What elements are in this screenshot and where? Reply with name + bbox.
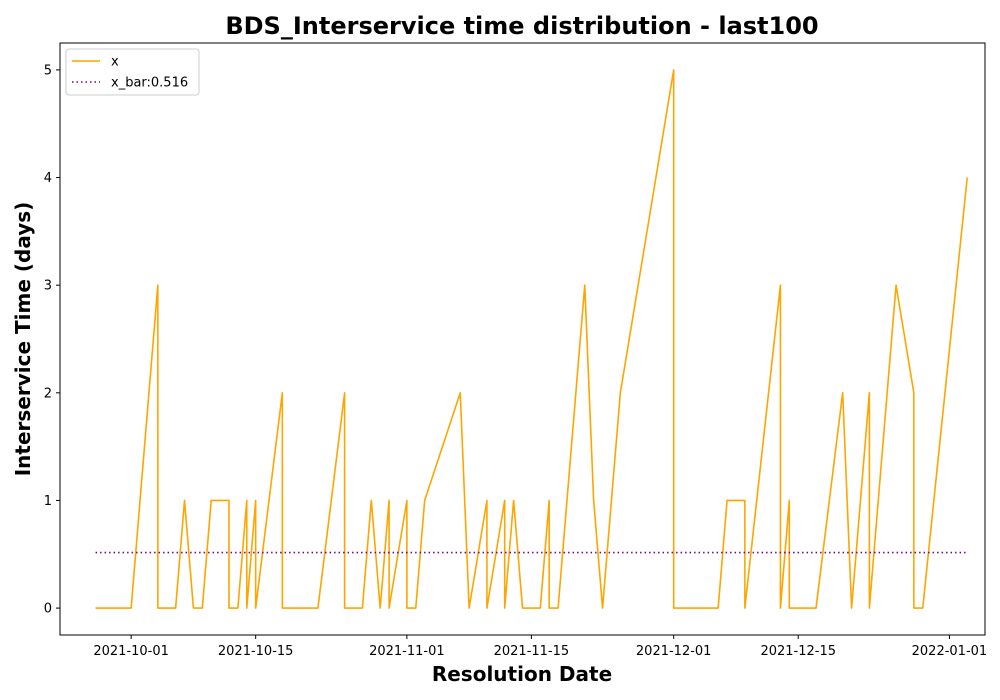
x-tick-label: 2021-10-01 (93, 644, 169, 659)
y-tick-label: 4 (44, 171, 52, 186)
x-tick-label: 2021-11-15 (494, 644, 570, 659)
y-tick-label: 2 (44, 386, 52, 401)
x-tick-label: 2021-12-15 (760, 644, 836, 659)
series-line-0 (95, 69, 969, 609)
x-tick-label: 2021-11-01 (369, 644, 445, 659)
legend-label-0: x (111, 55, 119, 70)
x-tick-label: 2021-12-01 (636, 644, 712, 659)
chart-title: BDS_Interservice time distribution - las… (225, 12, 818, 40)
y-tick-label: 0 (44, 602, 52, 617)
y-tick-label: 1 (44, 494, 52, 509)
x-tick-label: 2022-01-01 (912, 644, 988, 659)
plot-area (59, 42, 986, 636)
plot-border (59, 42, 986, 636)
x-tick-label: 2021-10-15 (218, 644, 294, 659)
x-axis-ticks: 2021-10-01 2021-10-15 2021-11-01 2021-11-15… (93, 635, 987, 659)
y-axis-ticks: 0 1 2 3 4 5 (44, 63, 60, 617)
series-layer (95, 69, 969, 609)
y-axis-label: Interservice Time (days) (11, 202, 35, 477)
legend-label-1: x_bar:0.516 (111, 76, 188, 91)
y-tick-label: 3 (44, 279, 52, 294)
y-tick-label: 5 (44, 63, 52, 78)
legend: x x_bar:0.516 (65, 48, 200, 96)
x-axis-label: Resolution Date (432, 662, 612, 686)
